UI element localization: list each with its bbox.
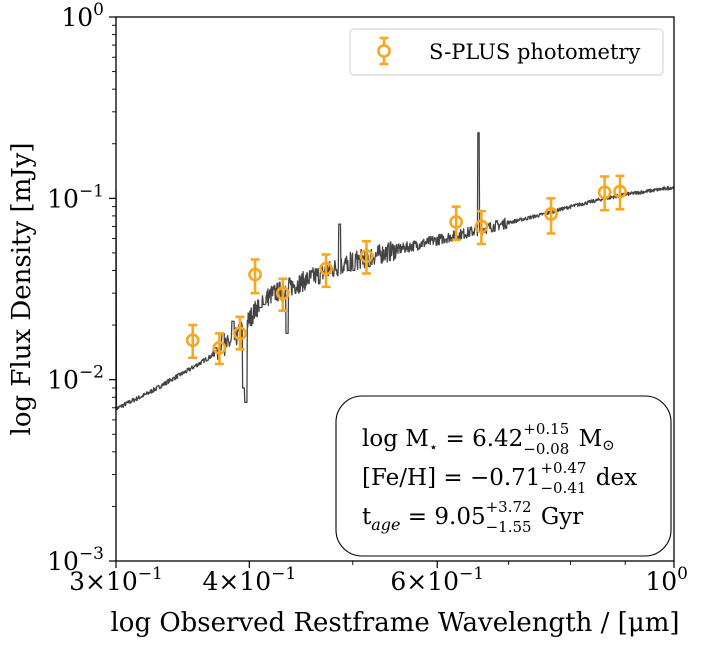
x-tick-label: 4×10−1 [202, 564, 296, 596]
x-tick-label: 3×10−1 [69, 564, 163, 596]
data-point-marker [275, 286, 290, 301]
data-point-marker [233, 326, 247, 341]
y-tick-label: 10−2 [47, 363, 104, 395]
photometry-point [474, 209, 489, 246]
data-point-marker [474, 219, 489, 234]
data-point-marker [613, 184, 627, 199]
legend: S-PLUS photometry [349, 28, 664, 76]
x-tick-label: 6×10−1 [390, 564, 484, 596]
photometry-point [233, 315, 247, 351]
photometry-point [613, 174, 627, 211]
photometry-point [597, 175, 612, 212]
data-point-marker [544, 207, 558, 221]
legend-marker [377, 36, 391, 66]
photometry-points [185, 174, 627, 366]
y-tick-label: 100 [61, 0, 104, 32]
data-point-marker [185, 333, 200, 348]
y-tick-label: 10−3 [47, 544, 104, 576]
photometry-point [212, 332, 227, 366]
y-tick-label: 10−1 [47, 181, 104, 213]
plot-frame [115, 16, 675, 562]
fit-annotation: log M⋆ = 6.42+0.15 −0.08 M⊙ [Fe/H] = −0.7… [335, 395, 672, 557]
annotation-line-mass: log M⋆ = 6.42+0.15 −0.08 M⊙ [362, 420, 615, 458]
data-point-marker [212, 340, 227, 355]
data-point-marker [597, 185, 612, 200]
photometry-point [185, 323, 200, 360]
model-spectrum [116, 132, 674, 411]
legend-box [349, 28, 664, 76]
legend-label: S-PLUS photometry [429, 40, 640, 64]
data-point-marker [319, 261, 333, 276]
annotation-line-age: tage = 9.05+3.72 −1.55 Gyr [362, 498, 583, 536]
photometry-point [275, 277, 290, 313]
spectrum-line [116, 132, 674, 411]
data-point-marker [248, 267, 262, 282]
x-tick-label: 100 [645, 564, 688, 596]
photometry-point [359, 239, 374, 275]
x-axis-label: log Observed Restframe Wavelength / [μm] [110, 608, 679, 638]
photometry-point [248, 258, 262, 295]
axis-tick-labels: 10−3 10−2 10−1 100 3×10−1 4×10−1 6×10−1 100 [47, 0, 688, 596]
photometry-point [319, 253, 333, 289]
photometry-point [449, 205, 464, 242]
axis-ticks [109, 16, 675, 568]
data-point-marker [359, 249, 374, 264]
photometry-point [544, 197, 558, 235]
annotation-line-metallicity: [Fe/H] = −0.71+0.47 −0.41 dex [362, 459, 637, 497]
annotation-box [335, 395, 672, 557]
y-axis-label: log Flux Density [mJy] [7, 143, 37, 436]
data-point-marker [449, 215, 464, 229]
legend-marker-circle [377, 44, 391, 58]
